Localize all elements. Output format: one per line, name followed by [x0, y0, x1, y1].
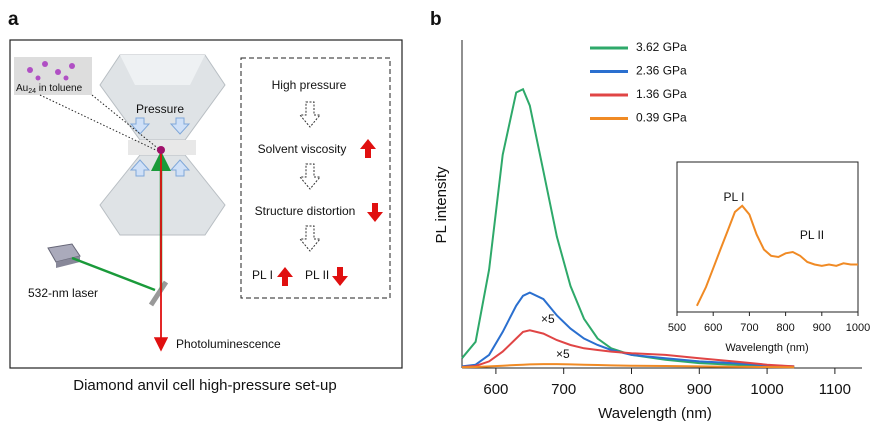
sample-rest: in toluene [36, 83, 83, 94]
inset-x-tick-label: 800 [776, 322, 794, 334]
x-tick-label: 900 [687, 381, 712, 398]
y-axis-label: PL intensity [433, 166, 450, 243]
legend-label: 0.39 GPa [636, 111, 687, 125]
pl2-label: PL II [305, 268, 329, 282]
legend-label: 1.36 GPa [636, 87, 687, 101]
panel-label: b [430, 9, 442, 30]
step-label: Structure distortion [255, 204, 356, 218]
inset-x-tick-label: 1000 [846, 322, 870, 334]
inset-x-tick-label: 500 [668, 322, 686, 334]
flow-arrows [298, 101, 322, 252]
mechanism-box [240, 57, 391, 299]
diamond-anvil [99, 54, 226, 236]
line [461, 87, 795, 368]
pressure-label: Pressure [136, 102, 184, 116]
inset-frame [676, 161, 859, 313]
sample-subscript: 24 [28, 88, 36, 95]
molecule [27, 61, 75, 81]
legend-label: 2.36 GPa [636, 64, 687, 78]
annotation: ×5 [556, 347, 570, 361]
sample-text: Au [16, 83, 28, 94]
pointer-line [39, 94, 161, 153]
laser-source [47, 243, 81, 268]
sample-label: Au24 in toluene [16, 83, 83, 96]
pointer-line [91, 94, 161, 151]
inset-x-tick-label: 900 [813, 322, 831, 334]
panel-caption: Diamond anvil cell high-pressure set-up [73, 377, 336, 394]
pl1-label: PL I [252, 268, 273, 282]
line [461, 291, 795, 368]
x-tick-label: 600 [483, 381, 508, 398]
panel-frame [9, 39, 403, 369]
mirror [148, 280, 169, 307]
sample-dot [157, 146, 165, 154]
trend-arrows [277, 139, 383, 286]
inset-x-tick-label: 600 [704, 322, 722, 334]
annotation: ×5 [541, 312, 555, 326]
step-label: Solvent viscosity [258, 142, 347, 156]
inset-line [695, 204, 858, 307]
x-tick-label: 1000 [750, 381, 783, 398]
x-tick-label: 1100 [819, 381, 851, 398]
line [461, 363, 795, 369]
x-tick-label: 700 [551, 381, 576, 398]
x-axis-label: Wavelength (nm) [598, 405, 712, 422]
x-tick-label: 800 [619, 381, 644, 398]
inset-annotation: PL II [800, 228, 824, 242]
inset-x-axis-label: Wavelength (nm) [725, 342, 808, 354]
panel-label: a [8, 9, 19, 30]
molecule-image [14, 57, 92, 95]
step-label: High pressure [272, 78, 347, 92]
output-label: Photoluminescence [176, 337, 281, 351]
laser-beam [71, 256, 156, 292]
laser-label: 532-nm laser [28, 286, 98, 300]
inset-x-tick-label: 700 [740, 322, 758, 334]
line [461, 329, 795, 368]
legend-label: 3.62 GPa [636, 40, 687, 54]
inset-annotation: PL I [724, 190, 745, 204]
